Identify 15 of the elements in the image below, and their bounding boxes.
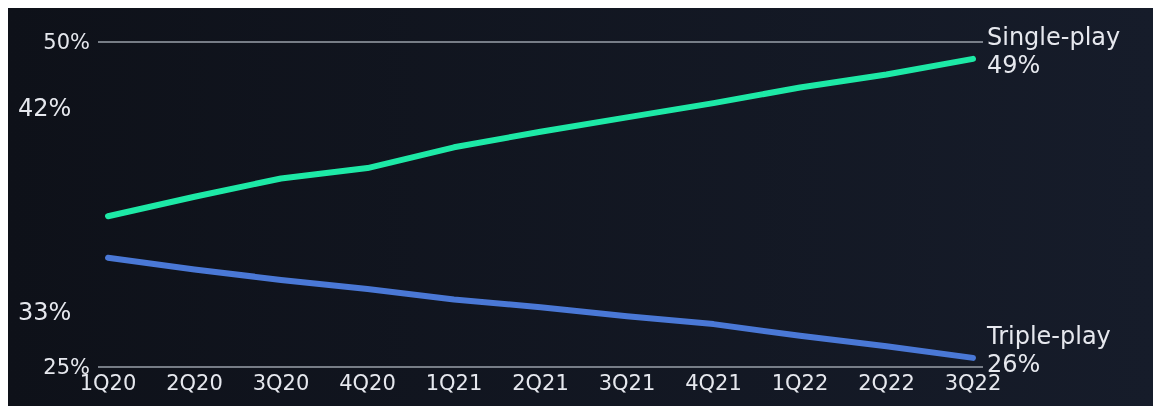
y-tick-label: 50% (43, 30, 90, 55)
series-label: Single-play (987, 22, 1121, 51)
x-tick-label: 2Q21 (512, 370, 569, 395)
data-label: 49% (987, 50, 1041, 79)
x-tick-label: 4Q21 (685, 370, 742, 395)
series-label: Triple-play (986, 321, 1111, 350)
x-tick-label: 3Q21 (598, 370, 656, 395)
x-tick-label: 4Q20 (339, 370, 396, 395)
x-tick-label: 2Q20 (166, 370, 223, 395)
x-tick-label: 3Q20 (252, 370, 310, 395)
x-tick-label: 1Q21 (425, 370, 483, 395)
text: 42% (18, 94, 72, 122)
text: 33% (18, 298, 72, 326)
x-tick-label: 2Q22 (858, 370, 915, 395)
x-tick-label: 1Q22 (771, 370, 829, 395)
